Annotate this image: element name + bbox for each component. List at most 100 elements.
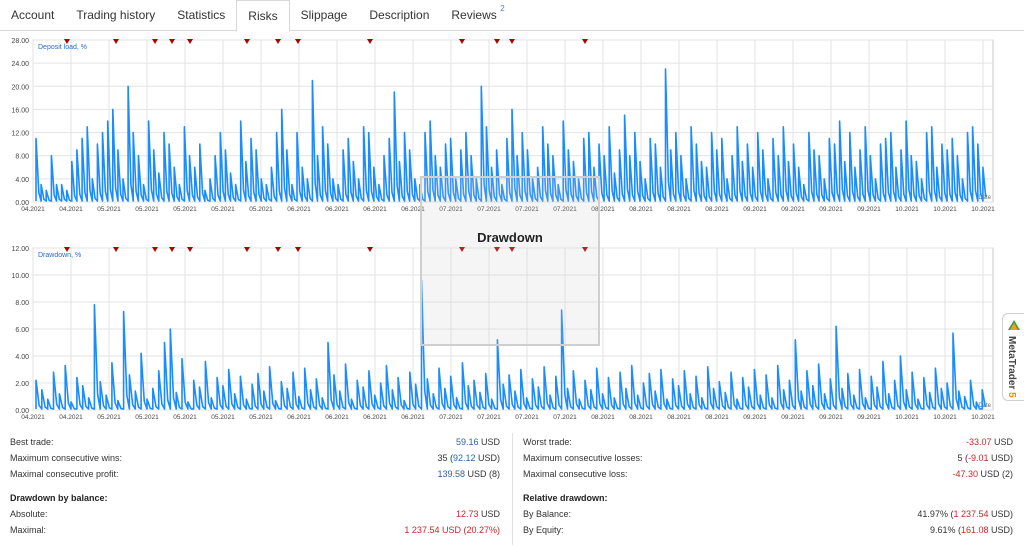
- x-tick-label: 09.2021: [857, 414, 881, 421]
- tab-statistics[interactable]: Statistics: [177, 8, 226, 22]
- stat-row-best-trade: Best trade: 59.16 USD: [10, 437, 500, 447]
- series-group: [35, 279, 987, 410]
- x-tick-label: 06.2021: [325, 206, 349, 213]
- x-tick-label: 05.2021: [173, 414, 197, 421]
- triangle-down-marker-icon: [169, 247, 175, 252]
- x-tick-label: 06.2021: [363, 414, 387, 421]
- x-tick-label: 07.2021: [515, 206, 539, 213]
- x-tick-label: 07.2021: [477, 206, 501, 213]
- x-tick-label: 05.2021: [135, 414, 159, 421]
- stats-divider: [512, 433, 513, 545]
- y-tick-label: 2.00: [15, 381, 29, 388]
- x-tick-label: 09.2021: [743, 414, 767, 421]
- stat-row-absolute-drawdown: Absolute: 12.73 USD: [10, 509, 500, 519]
- x-tick-label: 05.2021: [249, 206, 273, 213]
- drawdown-chart: 0.00 2.00 4.00 6.00 8.00 10.00 12.00 04.2021 04.…: [0, 243, 1000, 425]
- x-tick-label: 08.2021: [591, 414, 615, 421]
- triangle-down-marker-icon: [582, 39, 588, 44]
- stat-row-consecutive-wins: Maximum consecutive wins: 35 (92.12 USD): [10, 453, 500, 463]
- triangle-down-marker-icon: [113, 39, 119, 44]
- y-tick-label: 6.00: [15, 327, 29, 334]
- stat-row-by-equity: By Equity: 9.61% (161.08 USD): [523, 525, 1013, 535]
- triangle-down-marker-icon: [295, 39, 301, 44]
- y-tick-label: 8.00: [15, 154, 29, 161]
- x-tick-label: 05.2021: [211, 206, 235, 213]
- x-tick-label: 10.2021: [933, 206, 957, 213]
- triangle-down-marker-icon: [64, 247, 70, 252]
- triangle-down-marker-icon: [152, 39, 158, 44]
- x-tick-label: 05.2021: [97, 414, 121, 421]
- triangle-down-marker-icon: [187, 247, 193, 252]
- x-tick-label: 09.2021: [819, 414, 843, 421]
- y-tick-label: 28.00: [11, 38, 29, 45]
- x-tick-label: 10.2021: [895, 414, 919, 421]
- x-tick-label: 06.2021: [287, 206, 311, 213]
- x-tick-label: 09.2021: [857, 206, 881, 213]
- x-tick-label: 08.2021: [705, 414, 729, 421]
- x-tick-label: 09.2021: [743, 206, 767, 213]
- x-tick-label: 07.2021: [439, 206, 463, 213]
- x-tick-label: 05.2021: [97, 206, 121, 213]
- tab-trading-history[interactable]: Trading history: [76, 8, 156, 22]
- y-tick-label: 12.00: [11, 246, 29, 253]
- x-tick-label: 08.2021: [591, 206, 615, 213]
- tab-slippage[interactable]: Slippage: [300, 8, 348, 22]
- triangle-down-marker-icon: [582, 247, 588, 252]
- x-tick-label: 07.2021: [439, 414, 463, 421]
- x-tick-label: 06.2021: [401, 414, 425, 421]
- x-tick-label: 10.2021: [933, 414, 957, 421]
- tab-description[interactable]: Description: [369, 8, 430, 22]
- y-tick-label: 24.00: [11, 61, 29, 68]
- x-tick-label: 07.2021: [477, 414, 501, 421]
- y-tick-label: 16.00: [11, 107, 29, 114]
- tab-risks[interactable]: Risks: [236, 0, 290, 32]
- triangle-down-marker-icon: [509, 247, 515, 252]
- x-axis-end-label: Date: [978, 195, 991, 201]
- x-tick-label: 08.2021: [667, 206, 691, 213]
- y-tick-label: 4.00: [15, 354, 29, 361]
- x-tick-label: 09.2021: [819, 206, 843, 213]
- triangle-down-marker-icon: [113, 247, 119, 252]
- x-tick-label: 04.2021: [21, 206, 45, 213]
- section-title-relative-drawdown: Relative drawdown:: [523, 493, 608, 503]
- x-tick-label: 06.2021: [363, 206, 387, 213]
- triangle-down-marker-icon: [152, 247, 158, 252]
- metatrader-badge[interactable]: MetaTrader 5: [1002, 313, 1024, 401]
- tab-bar: Account Trading history Statistics Risks…: [0, 0, 1024, 32]
- deposit-load-chart-svg: 0.00 4.00 8.00 12.00 16.00 20.00 24.00 28.00 04.…: [11, 38, 995, 213]
- x-tick-label: 05.2021: [135, 206, 159, 213]
- x-tick-label: 04.2021: [59, 414, 83, 421]
- triangle-down-marker-icon: [275, 39, 281, 44]
- stats-right: Worst trade: -33.07 USD Maximum consecut…: [523, 434, 1013, 538]
- x-tick-label: 08.2021: [705, 206, 729, 213]
- x-tick-label: 06.2021: [287, 414, 311, 421]
- triangle-down-marker-icon: [459, 247, 465, 252]
- x-tick-label: 07.2021: [553, 414, 577, 421]
- x-tick-label: 10.2021: [971, 206, 995, 213]
- x-tick-label: 08.2021: [629, 414, 653, 421]
- y-tick-label: 8.00: [15, 300, 29, 307]
- triangle-down-marker-icon: [244, 39, 250, 44]
- triangle-down-marker-icon: [459, 39, 465, 44]
- x-tick-label: 04.2021: [59, 206, 83, 213]
- metatrader-logo-icon: [1008, 320, 1020, 330]
- triangle-down-marker-icon: [367, 39, 373, 44]
- x-tick-label: 09.2021: [781, 206, 805, 213]
- tab-reviews[interactable]: Reviews 2: [440, 0, 507, 31]
- x-tick-label: 05.2021: [249, 414, 273, 421]
- series-group: [35, 68, 987, 202]
- stat-row-consecutive-profit: Maximal consecutive profit: 139.58 USD (…: [10, 469, 500, 479]
- stat-row-worst-trade: Worst trade: -33.07 USD: [523, 437, 1013, 447]
- triangle-down-marker-icon: [64, 39, 70, 44]
- series-line: [35, 68, 987, 202]
- triangle-down-marker-icon: [169, 39, 175, 44]
- x-tick-label: 06.2021: [401, 206, 425, 213]
- drawdown-chart-svg: 0.00 2.00 4.00 6.00 8.00 10.00 12.00 04.2021 04.…: [11, 246, 995, 421]
- series-line: [35, 279, 987, 410]
- tab-account[interactable]: Account: [11, 8, 55, 22]
- stats-left: Best trade: 59.16 USD Maximum consecutiv…: [10, 434, 500, 538]
- y-tick-label: 20.00: [11, 84, 29, 91]
- x-tick-label: 10.2021: [971, 414, 995, 421]
- x-tick-label: 08.2021: [629, 206, 653, 213]
- x-tick-label: 04.2021: [21, 414, 45, 421]
